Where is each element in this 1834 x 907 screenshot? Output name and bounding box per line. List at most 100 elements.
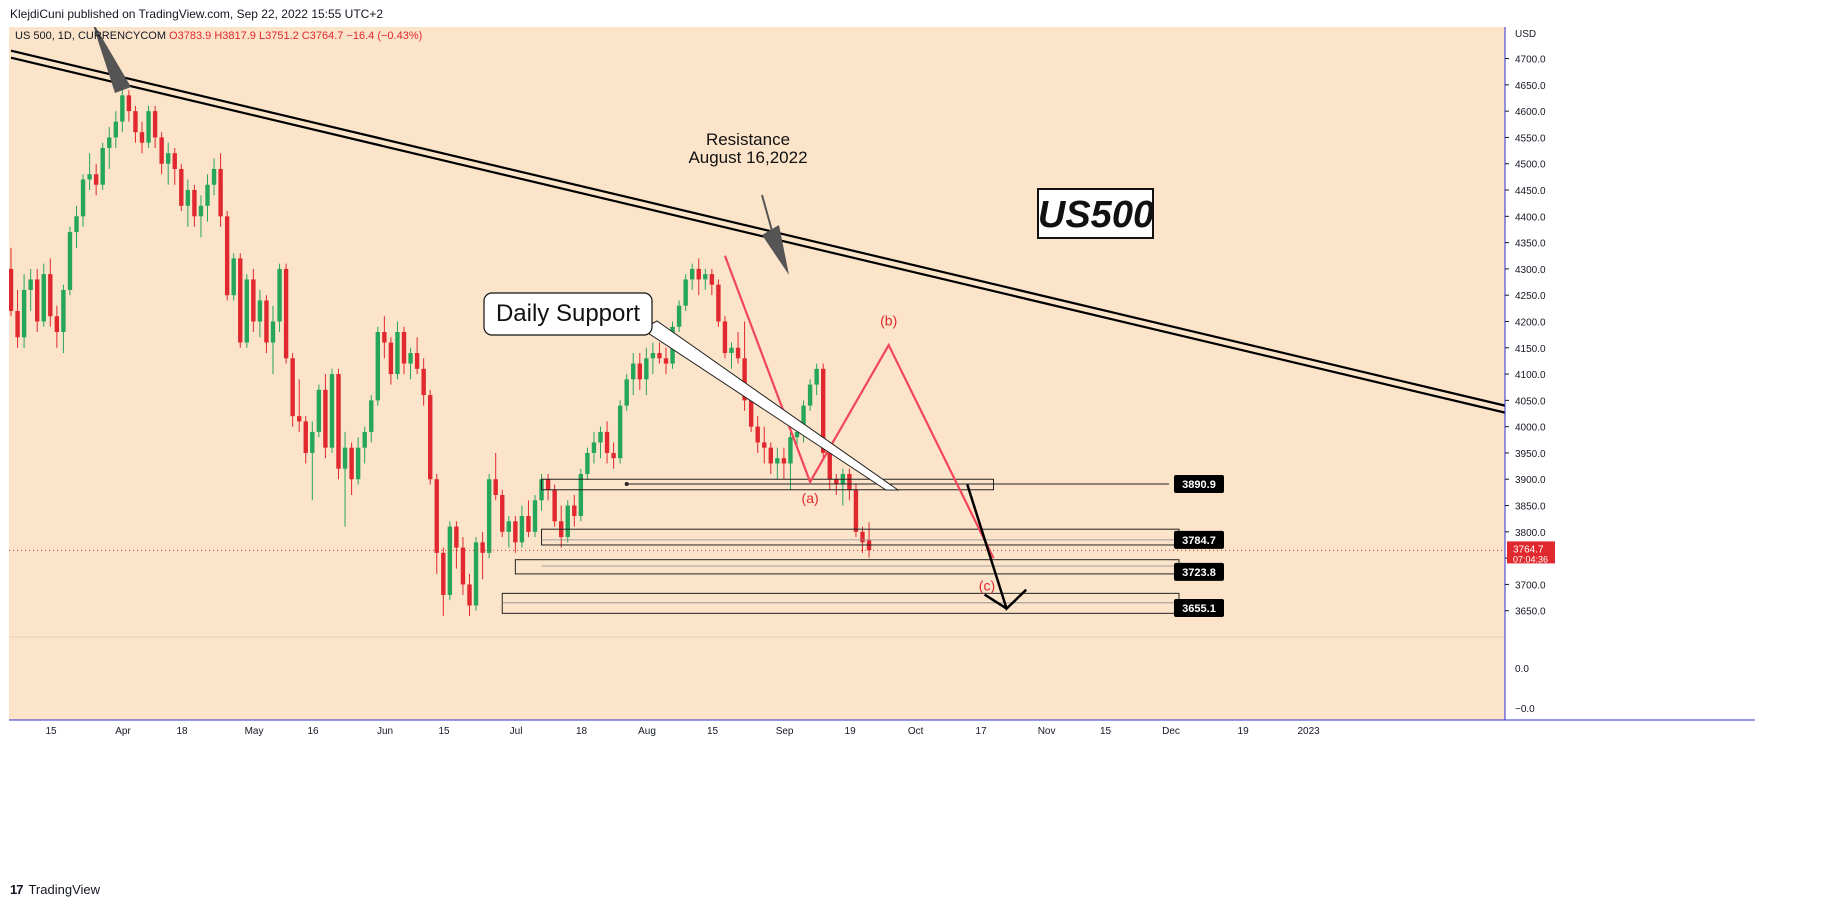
- level-tag-text: 3655.1: [1182, 603, 1216, 615]
- candle-body: [716, 284, 721, 322]
- candle-body: [493, 479, 498, 496]
- candle-body: [434, 479, 439, 553]
- candle-body: [67, 232, 73, 290]
- wave-label: (a): [802, 490, 819, 506]
- last-price-tag-bg: [1507, 541, 1555, 564]
- resistance-label-line1: Resistance: [706, 130, 790, 149]
- candle-body: [460, 547, 466, 585]
- y-tick-label: 4550.0: [1515, 133, 1546, 144]
- daily-support-text: Daily Support: [496, 300, 640, 327]
- candle-body: [152, 111, 158, 138]
- candle-body: [54, 316, 60, 332]
- candle-body: [598, 431, 603, 443]
- level-tag-bg: [1174, 530, 1224, 549]
- y-tick-label: 4450.0: [1515, 186, 1546, 197]
- candle-body: [486, 479, 492, 553]
- chart-frame[interactable]: 3890.9 3784.7 3723.8 3655.1 (a) (b) (c) Resis…: [8, 19, 1765, 867]
- candle-body: [781, 458, 787, 464]
- abc-zigzag: [723, 255, 995, 559]
- x-tick-label: 19: [1238, 726, 1250, 737]
- candle-body: [395, 332, 400, 375]
- candle-body: [748, 400, 754, 427]
- candle-body: [604, 431, 610, 453]
- candle-body: [87, 174, 92, 180]
- candle-body: [133, 111, 138, 133]
- candle-body: [336, 374, 341, 469]
- candle-body: [257, 300, 263, 322]
- x-tick-label: Sep: [776, 726, 794, 737]
- candle-body: [506, 521, 511, 532]
- tradingview-logo-icon: 17: [10, 882, 24, 897]
- candle-body: [297, 416, 302, 422]
- plot-background: [9, 27, 1505, 720]
- candle-body: [48, 274, 53, 317]
- candle-body: [349, 447, 354, 480]
- candle-body: [834, 479, 839, 485]
- level-tag-3723.8: 3723.8: [1174, 562, 1224, 581]
- candle-body: [251, 279, 256, 322]
- x-tick-label: 15: [1100, 726, 1112, 737]
- resistance-trendline-a: [10, 49, 1506, 407]
- candle-body: [788, 437, 793, 464]
- candle-body: [532, 500, 538, 532]
- subpane-tick-label: −0.0: [1515, 704, 1535, 715]
- candle-body: [316, 389, 322, 432]
- candle-body: [591, 442, 597, 453]
- x-tick-label: 15: [707, 726, 719, 737]
- x-tick-label: Dec: [1162, 726, 1180, 737]
- candle-body: [375, 332, 380, 401]
- candle-body: [270, 321, 276, 343]
- candle-body: [126, 95, 132, 112]
- y-tick-label: 3900.0: [1515, 475, 1546, 486]
- level-anchor-3890: [624, 482, 629, 487]
- candle-body: [120, 95, 125, 122]
- x-tick-label: 16: [307, 726, 319, 737]
- footer: 17 TradingView: [10, 882, 100, 897]
- price-chart[interactable]: 3890.9 3784.7 3723.8 3655.1 (a) (b) (c) Resis…: [8, 19, 1765, 867]
- level-tag-text: 3890.9: [1182, 479, 1216, 491]
- last-price-value: 3764.7: [1513, 544, 1544, 555]
- y-tick-label: 3800.0: [1515, 528, 1546, 539]
- candle-body: [428, 395, 433, 480]
- level-tag-bg: [1174, 599, 1224, 618]
- candle-body: [853, 489, 859, 532]
- candle-body: [15, 310, 20, 338]
- candle-body: [342, 447, 348, 469]
- y-tick-label: 3700.0: [1515, 580, 1546, 591]
- y-tick-label: 3950.0: [1515, 449, 1546, 460]
- level-tag-bg: [1174, 475, 1224, 494]
- x-tick-label: 17: [976, 726, 988, 737]
- candle-body: [277, 268, 282, 322]
- publish-header: KlejdiCuni published on TradingView.com,…: [10, 7, 384, 21]
- x-tick-label: 18: [176, 726, 188, 737]
- last-price-countdown: 07:04:36: [1513, 554, 1548, 564]
- candle-body: [198, 205, 204, 217]
- x-tick-label: May: [245, 726, 264, 737]
- candle-body: [421, 368, 426, 396]
- candle-body: [179, 168, 184, 206]
- x-tick-label: 15: [45, 726, 57, 737]
- symbol-box-text: US500: [1038, 194, 1154, 236]
- wave-label: (b): [880, 313, 897, 329]
- y-tick-label: 4400.0: [1515, 212, 1546, 223]
- x-tick-label: Apr: [115, 726, 131, 737]
- candle-body: [631, 363, 636, 380]
- candle-body: [369, 400, 374, 432]
- candle-body: [211, 168, 217, 185]
- candle-body: [61, 289, 66, 332]
- candle-body: [323, 389, 328, 448]
- candle-body: [244, 279, 249, 343]
- y-tick-label: 4700.0: [1515, 55, 1546, 66]
- x-tick-label: Aug: [638, 726, 656, 737]
- footer-brand: TradingView: [28, 882, 101, 897]
- y-tick-label: 4100.0: [1515, 370, 1546, 381]
- candle-body: [8, 268, 14, 311]
- axes-layer: USD 4700.0 4650.0 4600.0 4550.0 4500.0 4450.0 4…: [9, 27, 1755, 737]
- candle-body: [382, 332, 387, 343]
- candle-body: [545, 479, 551, 490]
- candle-body: [238, 258, 243, 343]
- candle-body: [329, 374, 335, 448]
- candle-body: [624, 379, 629, 406]
- candle-body: [814, 368, 819, 385]
- candle-body: [755, 426, 760, 443]
